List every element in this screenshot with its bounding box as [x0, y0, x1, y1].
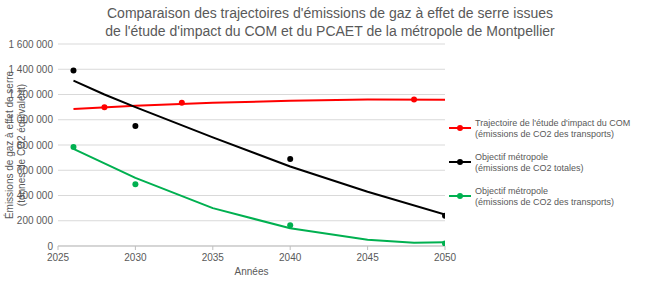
point: [70, 144, 76, 150]
grid-line: [58, 119, 445, 120]
legend-marker: [457, 159, 463, 165]
x-tick-label: 2035: [202, 252, 225, 263]
x-axis-label: Années: [235, 266, 269, 277]
grid-line: [58, 69, 445, 70]
y-tick-label: 200 000: [17, 215, 54, 226]
legend-label: Objectif métropole(émissions de CO2 tota…: [475, 152, 584, 173]
legend-marker: [457, 125, 463, 131]
y-tick-label: 1 400 000: [9, 64, 54, 75]
x-tick: [135, 246, 136, 250]
legend-label-line: (émissions de CO2 des transports): [475, 129, 614, 139]
grid-line: [58, 170, 445, 171]
point: [442, 213, 445, 219]
x-tick: [367, 246, 368, 250]
grid-line: [58, 145, 445, 146]
point: [287, 222, 293, 228]
x-tick-label: 2025: [47, 252, 70, 263]
plot-area: [70, 68, 445, 246]
legend-label: Trajectoire de l'étude d'impact du COM(é…: [475, 118, 630, 139]
y-axis-label: (tonnes de CO2 équivalent): [16, 84, 27, 206]
point: [132, 181, 138, 187]
x-tick-label: 2040: [279, 252, 302, 263]
point: [287, 156, 293, 162]
x-tick: [58, 246, 59, 250]
title: Comparaison des trajectoires d'émissions…: [107, 5, 553, 21]
legend-label-line: Objectif métropole: [475, 186, 548, 196]
x-tick: [445, 246, 446, 250]
grid-line: [58, 220, 445, 221]
y-axis-label: Émissions de gaz à effet de serre: [3, 70, 15, 219]
chart: Comparaison des trajectoires d'émissions…: [0, 0, 653, 301]
grid-line: [58, 94, 445, 95]
point: [101, 104, 107, 110]
y-tick-label: 0: [47, 241, 53, 252]
x-axis: [58, 246, 445, 247]
title: de l'étude d'impact du COM et du PCAET d…: [105, 23, 555, 39]
x-tick-label: 2050: [434, 252, 457, 263]
point: [179, 100, 185, 106]
point: [70, 68, 76, 74]
legend-label-line: (émissions de CO2 totales): [475, 163, 584, 173]
y-tick-label: 1 600 000: [9, 39, 54, 50]
legend-label: Objectif métropole(émissions de CO2 des …: [475, 186, 614, 207]
x-tick-label: 2030: [124, 252, 147, 263]
legend-label-line: Objectif métropole: [475, 152, 548, 162]
grid-line: [58, 44, 445, 45]
point: [411, 97, 417, 103]
trend-line: [73, 149, 445, 243]
legend-label-line: (émissions de CO2 des transports): [475, 197, 614, 207]
legend-marker: [457, 193, 463, 199]
trend-line: [73, 81, 445, 215]
grid-line: [58, 246, 445, 247]
x-tick-label: 2045: [356, 252, 379, 263]
point: [132, 123, 138, 129]
legend-label-line: Trajectoire de l'étude d'impact du COM: [475, 118, 630, 128]
x-tick: [212, 246, 213, 250]
point: [442, 240, 445, 246]
grid-line: [58, 195, 445, 196]
x-tick: [290, 246, 291, 250]
legend: Trajectoire de l'étude d'impact du COM(é…: [449, 118, 630, 207]
